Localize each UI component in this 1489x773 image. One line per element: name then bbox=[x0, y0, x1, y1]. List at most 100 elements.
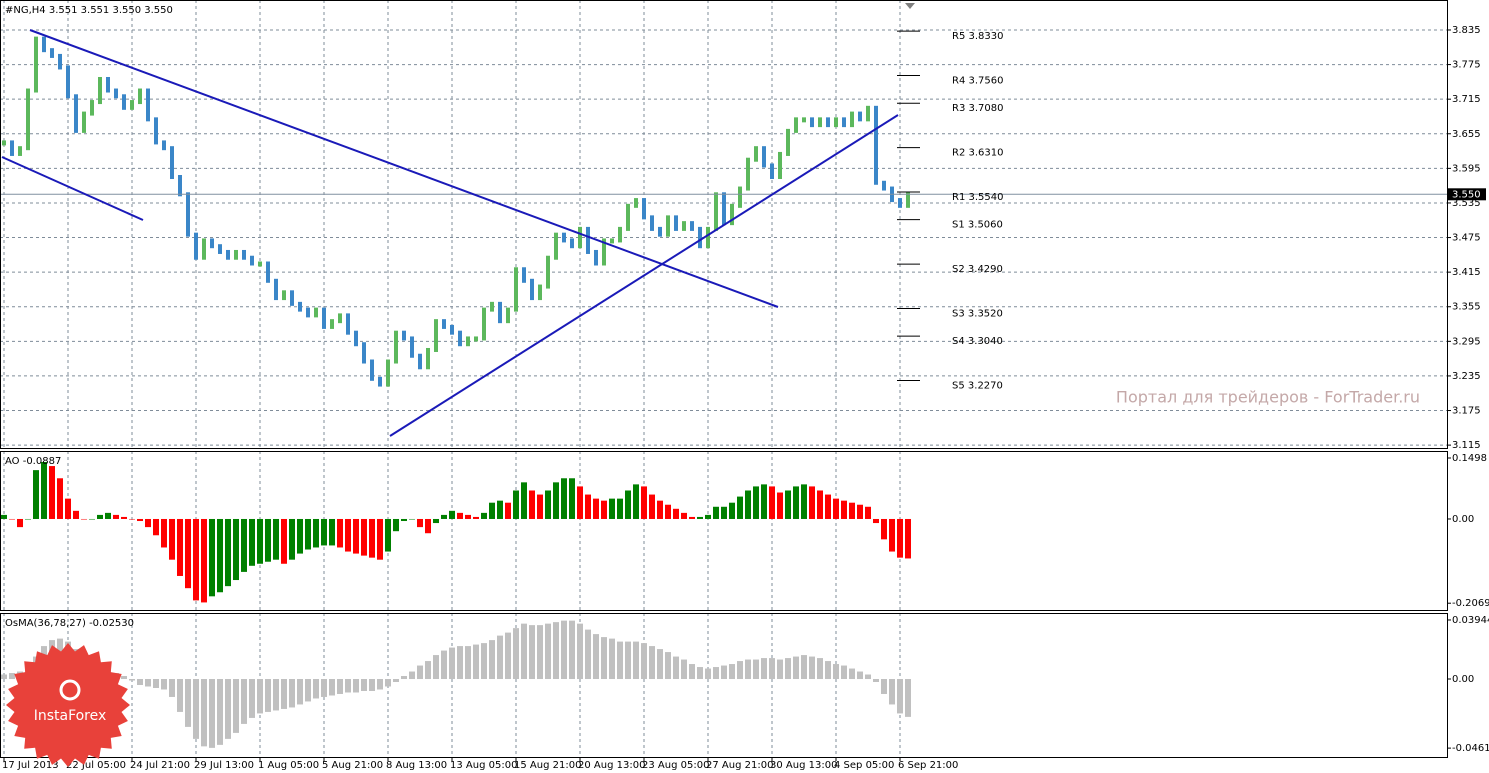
histogram-bar bbox=[177, 518, 183, 576]
histogram-bar bbox=[329, 518, 335, 546]
candle bbox=[866, 105, 870, 122]
histogram-bar bbox=[713, 506, 719, 519]
histogram-bar bbox=[257, 679, 263, 714]
histogram-bar bbox=[281, 679, 287, 709]
histogram-bar bbox=[881, 679, 887, 694]
histogram-bar bbox=[657, 649, 663, 680]
histogram-bar bbox=[353, 518, 359, 554]
pivot-level: 3.7080 bbox=[969, 103, 1004, 114]
logo-badge bbox=[6, 643, 130, 767]
histogram-bar bbox=[329, 679, 335, 696]
pivot-label: S1 3.5060 bbox=[952, 220, 1003, 231]
pivot-name: S5 bbox=[952, 381, 965, 392]
y-tick-label: 3.535 bbox=[1452, 198, 1481, 209]
histogram-bar bbox=[593, 634, 599, 680]
candle bbox=[570, 238, 574, 249]
candle bbox=[834, 117, 838, 128]
histogram-bar bbox=[833, 498, 839, 519]
text-layer: 3.115 3.175 3.235 3.295 3.355 3.415 3.475 3.535… bbox=[2, 5, 1489, 771]
histogram-bar bbox=[625, 490, 631, 519]
histogram-bar bbox=[281, 518, 287, 564]
histogram-bar bbox=[361, 518, 367, 556]
pivot-name: R3 bbox=[952, 103, 965, 114]
histogram-bar bbox=[673, 508, 679, 519]
x-tick-label: 4 Sep 05:00 bbox=[834, 760, 894, 771]
histogram-bar bbox=[185, 679, 191, 727]
candle bbox=[562, 232, 566, 243]
y-tick-label: 0.1498 bbox=[1452, 453, 1487, 464]
candle bbox=[546, 255, 550, 289]
histogram-bar bbox=[489, 502, 495, 519]
logo-text: InstaForex bbox=[34, 708, 107, 724]
pivot-level: 3.7560 bbox=[969, 76, 1004, 87]
histogram-bar bbox=[785, 658, 791, 680]
histogram-bar bbox=[273, 518, 279, 560]
candle bbox=[802, 117, 806, 123]
pivot-label: R4 3.7560 bbox=[952, 76, 1004, 87]
candle bbox=[450, 324, 454, 335]
y-tick-label: -0.2069 bbox=[1452, 598, 1489, 609]
histogram-bar bbox=[553, 482, 559, 519]
histogram-bar bbox=[633, 641, 639, 680]
candle bbox=[378, 376, 382, 387]
histogram-bar bbox=[689, 516, 695, 519]
histogram-bar bbox=[97, 514, 103, 519]
y-tick-label: 3.115 bbox=[1452, 440, 1481, 451]
candle bbox=[650, 215, 654, 231]
candle bbox=[146, 88, 150, 122]
pivot-label: R3 3.7080 bbox=[952, 103, 1004, 114]
histogram-bar bbox=[641, 486, 647, 519]
histogram-bar bbox=[657, 500, 663, 519]
histogram-bar bbox=[697, 516, 703, 519]
candle bbox=[674, 215, 678, 231]
histogram-bar bbox=[889, 679, 895, 705]
histogram-bar bbox=[361, 679, 367, 691]
candle bbox=[330, 319, 334, 329]
histogram-bar bbox=[217, 679, 223, 745]
histogram-bar bbox=[569, 478, 575, 519]
candle bbox=[226, 249, 230, 260]
histogram-bar bbox=[473, 516, 479, 519]
candle bbox=[554, 232, 558, 260]
candle bbox=[498, 301, 502, 324]
candle bbox=[754, 146, 758, 162]
trend-line bbox=[29, 29, 779, 308]
histogram-bar bbox=[1, 674, 7, 680]
histogram-bar bbox=[833, 664, 839, 680]
histogram-bar bbox=[377, 518, 383, 560]
histogram-bar bbox=[313, 518, 319, 548]
candle bbox=[530, 278, 534, 301]
histogram-bar bbox=[417, 518, 423, 528]
histogram-bar bbox=[177, 679, 183, 712]
y-tick-label: -0.04616 bbox=[1452, 743, 1489, 754]
pivot-name: S3 bbox=[952, 308, 965, 319]
x-tick-label: 13 Aug 05:00 bbox=[450, 760, 517, 771]
candle bbox=[114, 88, 118, 99]
candle bbox=[130, 100, 134, 110]
y-tick-label: 3.715 bbox=[1452, 94, 1481, 105]
histogram-bar bbox=[513, 628, 519, 680]
pivot-level: 3.3520 bbox=[968, 308, 1003, 319]
histogram-bar bbox=[825, 661, 831, 680]
panel-title: #NG,H4 3.551 3.551 3.550 3.550 bbox=[5, 5, 173, 16]
histogram-bar bbox=[401, 676, 407, 680]
histogram-bar bbox=[849, 668, 855, 680]
histogram-bar bbox=[353, 679, 359, 693]
histogram-bar bbox=[673, 656, 679, 680]
x-tick-label: 24 Jul 21:00 bbox=[130, 760, 190, 771]
histogram-bar bbox=[201, 518, 207, 603]
histogram-bar bbox=[441, 650, 447, 680]
histogram-bar bbox=[297, 518, 303, 554]
histogram-bar bbox=[553, 622, 559, 680]
histogram-bar bbox=[561, 478, 567, 519]
candle bbox=[850, 111, 854, 128]
histogram-bar bbox=[761, 658, 767, 680]
histogram-bar bbox=[209, 518, 215, 597]
candle bbox=[306, 307, 310, 318]
histogram-bar bbox=[409, 671, 415, 680]
histogram-bar bbox=[609, 638, 615, 680]
candle bbox=[338, 313, 342, 324]
histogram-bar bbox=[721, 665, 727, 680]
candle bbox=[642, 198, 646, 220]
